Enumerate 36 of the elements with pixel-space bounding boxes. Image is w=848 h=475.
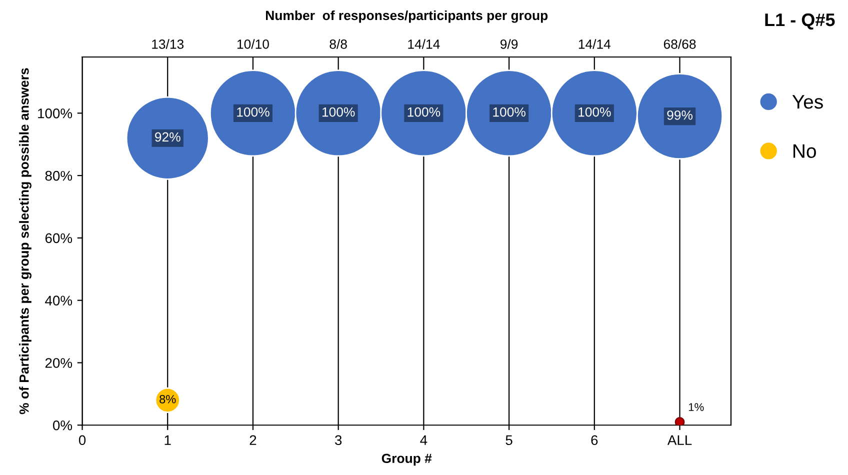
x-tick-label: 4 — [420, 435, 428, 445]
data-label: 100% — [322, 107, 355, 117]
data-label: 100% — [578, 107, 611, 117]
x-tick-label: ALL — [667, 435, 692, 445]
x-tick-label: 6 — [591, 435, 598, 446]
text: 68/68 — [664, 39, 696, 49]
data-label: 1% — [688, 403, 704, 411]
text: 14/14 — [578, 39, 611, 49]
data-label: 92% — [155, 132, 180, 142]
text: 9/9 — [500, 39, 518, 49]
data-label: 100% — [237, 107, 270, 117]
y-tick-label: 100% — [38, 108, 72, 118]
x-tick-label: 1 — [164, 435, 171, 445]
y-tick-label: 60% — [45, 233, 72, 244]
x2-axis-title: Number of responses/participants per group — [266, 10, 548, 23]
data-label: 8% — [160, 394, 176, 404]
legend-label: No — [794, 144, 816, 158]
x-tick-label: 2 — [250, 435, 256, 445]
data-label: 100% — [408, 107, 440, 117]
y-tick-label: 40% — [45, 296, 72, 306]
x-tick-label: 5 — [506, 435, 512, 446]
text: 10/10 — [237, 39, 269, 49]
text: 8/8 — [330, 39, 347, 49]
text: L1 - Q#5 — [765, 13, 835, 30]
legend-label: Yes — [792, 95, 823, 109]
y-axis-title: % of Participants per group selecting possible answers — [19, 68, 32, 414]
y-tick-label: 0% — [53, 420, 72, 430]
data-label: 100% — [493, 107, 526, 117]
x-tick-label: 3 — [334, 435, 342, 446]
y-tick-label: 20% — [45, 358, 72, 368]
data-label: 99% — [667, 110, 692, 120]
y-tick-label: 80% — [45, 170, 72, 181]
text: 14/14 — [408, 39, 440, 49]
x-axis-title: Group # — [382, 454, 432, 466]
x-tick-label: 0 — [78, 435, 86, 446]
text: 13/13 — [152, 39, 184, 49]
